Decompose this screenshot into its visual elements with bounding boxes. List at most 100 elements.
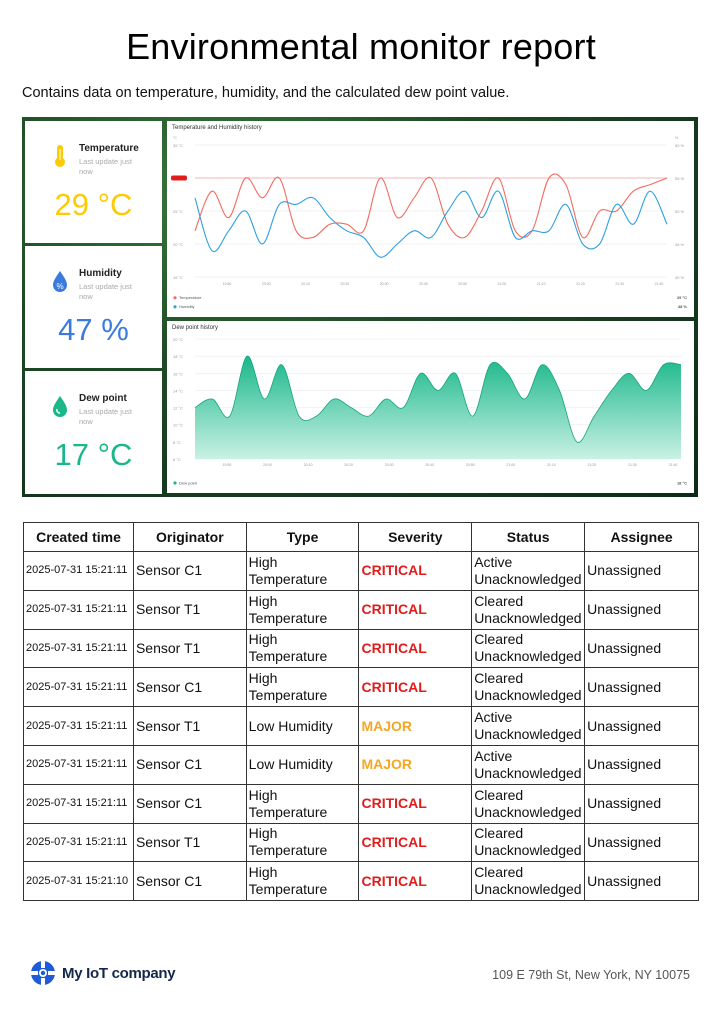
cell-status: Cleared Unacknowledged	[471, 667, 586, 708]
table-row[interactable]: 2025-07-31 15:21:11 Sensor C1 High Tempera…	[23, 667, 699, 708]
x-tick-label: 20:20	[340, 282, 349, 286]
right-tick-label: 45 %	[675, 242, 685, 247]
x-tick-label: 20:10	[304, 463, 313, 467]
x-tick-label: 21:40	[669, 463, 678, 467]
col-created-time[interactable]: Created time	[23, 522, 134, 552]
cell-created-time: 2025-07-31 15:21:11	[23, 551, 134, 591]
col-severity[interactable]: Severity	[358, 522, 473, 552]
left-tick-label: 25 °C	[173, 209, 183, 214]
x-tick-label: 20:20	[344, 463, 353, 467]
cell-type: High Temperature	[245, 667, 360, 708]
legend-label: Dew point	[179, 481, 198, 486]
cell-type: High Temperature	[245, 628, 360, 669]
x-tick-label: 21:00	[506, 463, 515, 467]
cell-severity: CRITICAL	[358, 589, 473, 630]
cell-severity: CRITICAL	[358, 861, 473, 902]
cell-severity: CRITICAL	[358, 551, 473, 591]
cell-status: Active Unacknowledged	[471, 744, 586, 785]
x-tick-label: 20:10	[301, 282, 310, 286]
x-tick-label: 21:30	[628, 463, 637, 467]
temperature-last-update: Last update just now	[79, 157, 132, 176]
humidity-last-update: Last update just now	[79, 282, 132, 301]
x-tick-label: 21:40	[655, 282, 664, 286]
col-originator[interactable]: Originator	[132, 522, 247, 552]
cell-severity: MAJOR	[358, 744, 473, 785]
cell-assignee: Unassigned	[584, 744, 699, 785]
dew-drop-icon	[53, 396, 67, 417]
cell-originator: Sensor T1	[132, 628, 247, 669]
left-tick-label: 15 °C	[173, 275, 183, 280]
left-unit-label: °C	[173, 136, 177, 140]
threshold-marker	[171, 175, 187, 181]
x-tick-label: 20:40	[425, 463, 434, 467]
dewpoint-label: Dew point	[79, 393, 127, 404]
cell-created-time: 2025-07-31 15:21:11	[23, 667, 134, 708]
x-tick-label: 20:30	[380, 282, 389, 286]
cell-type: Low Humidity	[245, 744, 360, 785]
cell-severity: MAJOR	[358, 706, 473, 746]
dashboard-panel: Temperature Last update just now 29 °C %…	[22, 117, 698, 497]
cell-created-time: 2025-07-31 15:21:11	[23, 744, 134, 785]
table-row[interactable]: 2025-07-31 15:21:11 Sensor T1 Low Humidity…	[23, 706, 699, 746]
x-tick-label: 20:40	[419, 282, 428, 286]
dewpoint-chart: 20 °C 18 °C 16 °C 14 °C 12 °C 10 °C 8 °C 6 °C 19…	[173, 337, 687, 486]
cell-type: High Temperature	[245, 861, 360, 902]
cell-originator: Sensor C1	[132, 861, 247, 902]
table-row[interactable]: 2025-07-31 15:21:11 Sensor T1 High Tempera…	[23, 628, 699, 669]
right-tick-label: 40 %	[675, 275, 685, 280]
dewpoint-card: Dew point Last update just now 17 °C	[25, 371, 162, 494]
x-tick-label: 20:00	[263, 463, 272, 467]
left-tick-label: 16 °C	[173, 371, 183, 376]
table-row[interactable]: 2025-07-31 15:21:11 Sensor C1 Low Humidity…	[23, 744, 699, 785]
x-tick-label: 19:50	[223, 463, 232, 467]
cell-originator: Sensor C1	[132, 783, 247, 824]
table-row[interactable]: 2025-07-31 15:21:10 Sensor C1 High Tempera…	[23, 861, 699, 902]
cell-assignee: Unassigned	[584, 667, 699, 708]
humidity-label: Humidity	[79, 268, 122, 279]
report-subtitle: Contains data on temperature, humidity, …	[22, 85, 510, 101]
temperature-label: Temperature	[79, 143, 139, 154]
table-row[interactable]: 2025-07-31 15:21:11 Sensor C1 High Tempera…	[23, 551, 699, 591]
series-line-temperature	[194, 173, 668, 239]
cell-status: Cleared Unacknowledged	[471, 822, 586, 863]
right-unit-label: %	[675, 136, 678, 140]
thermometer-icon	[55, 145, 65, 167]
legend-value: 18 °C	[677, 481, 687, 486]
series-line-dew-point	[194, 355, 682, 443]
col-type[interactable]: Type	[245, 522, 360, 552]
col-status[interactable]: Status	[471, 522, 586, 552]
dewpoint-last-update: Last update just now	[79, 407, 132, 426]
cell-status: Active Unacknowledged	[471, 551, 586, 591]
legend-swatch	[173, 481, 177, 485]
cell-assignee: Unassigned	[584, 822, 699, 863]
company-logo: My IoT company	[30, 960, 176, 986]
cell-created-time: 2025-07-31 15:21:10	[23, 861, 134, 902]
cell-status: Cleared Unacknowledged	[471, 861, 586, 902]
cell-created-time: 2025-07-31 15:21:11	[23, 706, 134, 746]
cell-originator: Sensor C1	[132, 744, 247, 785]
cell-assignee: Unassigned	[584, 551, 699, 591]
table-row[interactable]: 2025-07-31 15:21:11 Sensor T1 High Tempera…	[23, 589, 699, 630]
left-tick-label: 20 °C	[173, 242, 183, 247]
table-row[interactable]: 2025-07-31 15:21:11 Sensor T1 High Tempera…	[23, 822, 699, 863]
table-row[interactable]: 2025-07-31 15:21:11 Sensor C1 High Tempera…	[23, 783, 699, 824]
col-assignee[interactable]: Assignee	[584, 522, 699, 552]
x-tick-label: 21:20	[576, 282, 585, 286]
dewpoint-value: 17 °C	[54, 437, 133, 472]
x-tick-label: 21:00	[498, 282, 507, 286]
cell-originator: Sensor C1	[132, 551, 247, 591]
cell-assignee: Unassigned	[584, 628, 699, 669]
x-tick-label: 21:10	[547, 463, 556, 467]
cell-originator: Sensor C1	[132, 667, 247, 708]
cell-status: Cleared Unacknowledged	[471, 589, 586, 630]
x-tick-label: 21:20	[588, 463, 597, 467]
cell-assignee: Unassigned	[584, 706, 699, 746]
x-tick-label: 20:30	[385, 463, 394, 467]
temperature-value: 29 °C	[54, 187, 133, 222]
cell-originator: Sensor T1	[132, 706, 247, 746]
cell-assignee: Unassigned	[584, 783, 699, 824]
right-tick-label: 60 %	[675, 143, 685, 148]
company-address: 109 E 79th St, New York, NY 10075	[492, 968, 690, 982]
cell-severity: CRITICAL	[358, 822, 473, 863]
cell-created-time: 2025-07-31 15:21:11	[23, 783, 134, 824]
